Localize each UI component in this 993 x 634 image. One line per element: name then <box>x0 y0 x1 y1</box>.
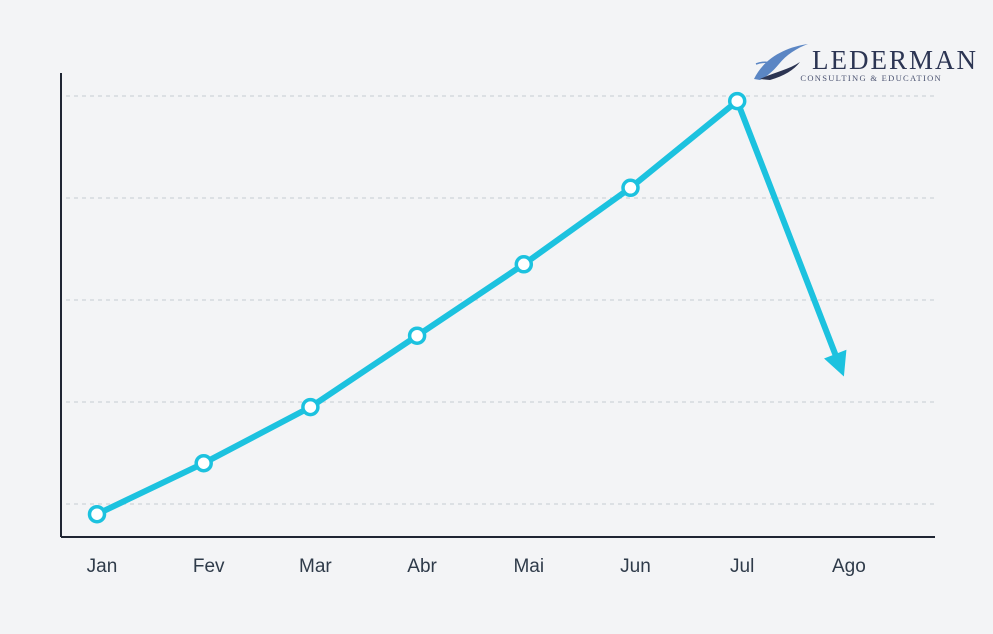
series-line <box>94 98 847 518</box>
data-point-abr <box>407 326 427 345</box>
x-tick-jan: Jan <box>87 556 118 577</box>
x-tick-labels: Jan Fev Mar Abr Mai Jun Jul Ago <box>87 556 866 577</box>
data-point-mar <box>301 397 320 417</box>
gridlines <box>66 95 935 505</box>
data-point-jul <box>727 91 747 111</box>
x-tick-abr: Abr <box>407 556 437 577</box>
x-tick-mar: Mar <box>299 556 332 577</box>
data-point-mai <box>514 255 534 274</box>
data-point-jan <box>87 504 107 524</box>
brand-logo: LEDERMAN CONSULTING & EDUCATION <box>754 44 978 83</box>
axes <box>60 73 935 538</box>
brand-name: LEDERMAN <box>812 45 978 75</box>
series-path <box>94 98 839 518</box>
bird-logo-icon <box>754 44 808 80</box>
brand-tagline: CONSULTING & EDUCATION <box>800 73 942 83</box>
x-tick-ago: Ago <box>832 556 866 577</box>
x-tick-fev: Fev <box>193 556 225 577</box>
x-tick-jul: Jul <box>730 556 754 577</box>
x-tick-mai: Mai <box>513 556 544 577</box>
data-point-fev <box>194 453 213 473</box>
trend-arrow-head <box>824 349 847 377</box>
data-points <box>87 91 747 524</box>
data-point-jun <box>621 178 640 198</box>
x-tick-jun: Jun <box>620 556 651 577</box>
